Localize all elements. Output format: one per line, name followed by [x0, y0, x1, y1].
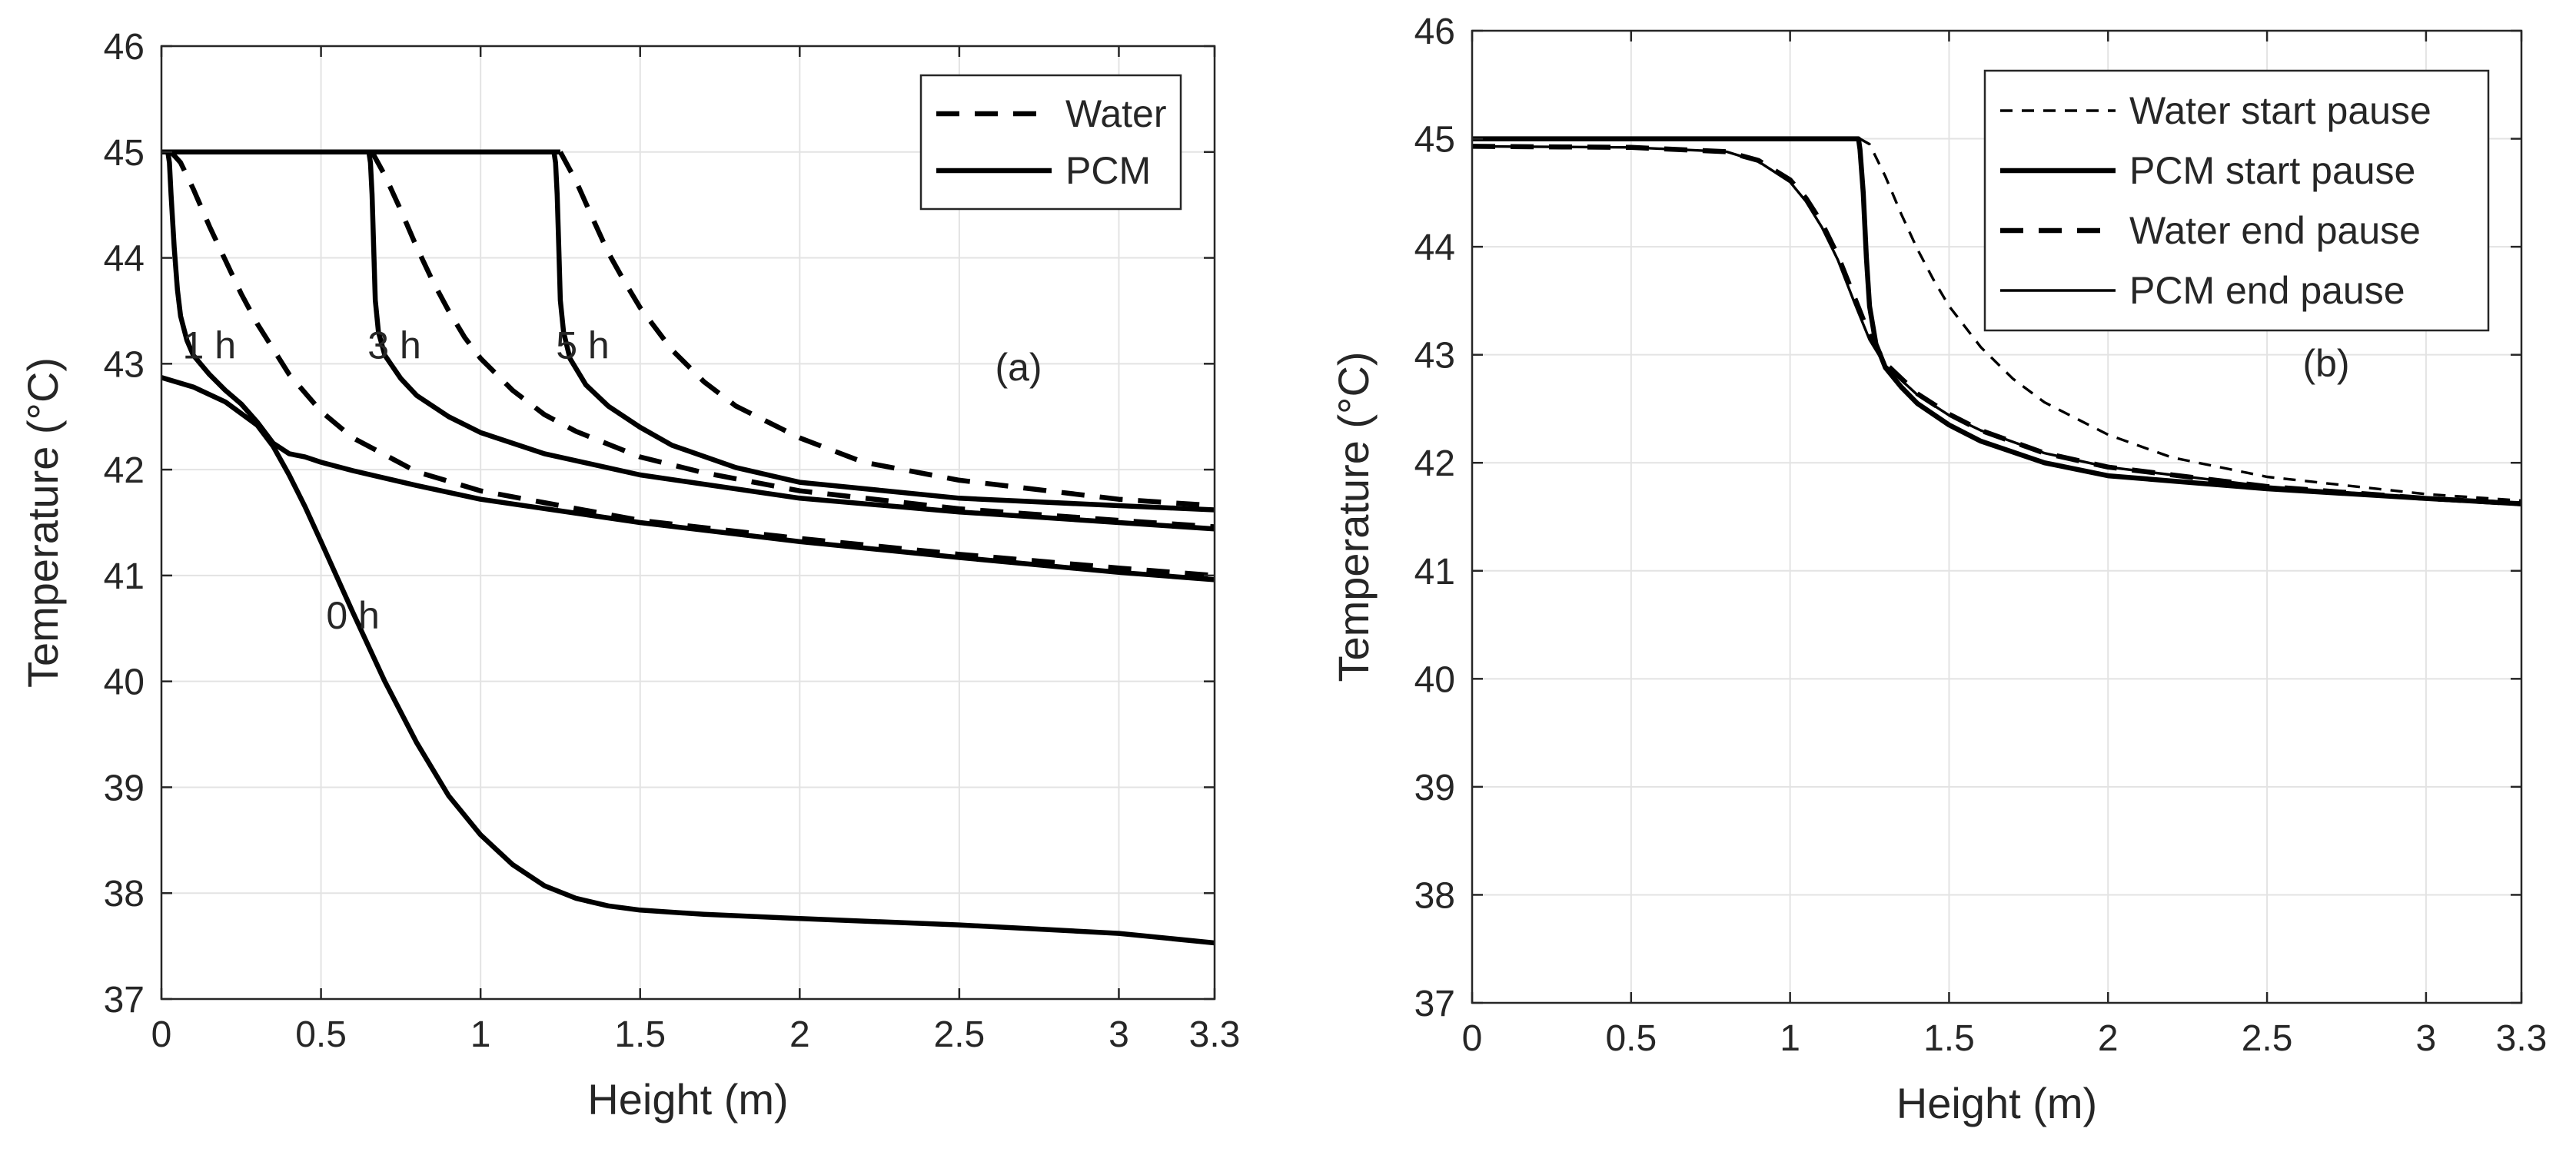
legend-label-pcm-end-pause: PCM end pause — [2129, 269, 2405, 312]
y-tick-label: 40 — [1414, 659, 1455, 700]
series-line-pcm-5-h — [551, 151, 1215, 513]
ticks-panel-a: 0 0.5 1 1.5 2 2.5 3 3.3 37 38 39 40 41 42 43 44 45 46 — [104, 27, 1241, 1055]
x-tick-label: 2 — [789, 1014, 810, 1055]
y-tick-label: 38 — [1414, 875, 1455, 916]
legend-panel-a: Water PCM — [919, 74, 1182, 211]
x-tick-label: 2 — [2098, 1018, 2119, 1059]
x-tick-label: 0 — [1462, 1018, 1483, 1059]
x-tick-label: 1 — [470, 1014, 491, 1055]
y-tick-label: 42 — [1414, 443, 1455, 484]
legend-label-pcm: PCM — [1065, 149, 1151, 192]
plot-frame-panel-a — [160, 45, 1216, 1001]
series-line-pcm-1-h — [165, 151, 1215, 582]
x-tick-label: 1.5 — [614, 1014, 666, 1055]
panel-label-b: (b) — [2302, 342, 2349, 385]
series-line-water-5-h — [558, 151, 1215, 509]
y-tick-label: 44 — [104, 239, 145, 280]
legend-box — [1983, 69, 2490, 332]
plot-frame-panel-b — [1471, 29, 2523, 1004]
x-tick-label: 3.3 — [1189, 1014, 1241, 1055]
x-tick-label: 1.5 — [1923, 1018, 1975, 1059]
series-line-pcm-start-pause — [1472, 136, 2522, 506]
series-line-pcm-3-h — [366, 151, 1215, 532]
legend-panel-b: Water start pause PCM start pause Water en… — [1983, 69, 2490, 332]
y-tick-label: 39 — [104, 768, 145, 808]
x-tick-label: 0 — [151, 1014, 172, 1055]
x-tick-label: 0.5 — [295, 1014, 347, 1055]
legend-label-pcm-start-pause: PCM start pause — [2129, 149, 2415, 192]
series-group-panel-b — [1471, 136, 2522, 506]
x-axis-label-panel-a: Height (m) — [587, 1075, 788, 1124]
annotation-0-h: 0 h — [326, 594, 380, 637]
ticks-panel-b: 0 0.5 1 1.5 2 2.5 3 3.3 37 38 39 40 41 42 43 44 45 46 — [1414, 12, 2548, 1059]
series-line-pcm-end-pause — [1471, 144, 2522, 506]
y-tick-label: 44 — [1414, 227, 1455, 268]
series-line-water-1-h — [169, 150, 1215, 579]
x-tick-label: 3.3 — [2496, 1018, 2548, 1059]
y-tick-label: 43 — [1414, 336, 1455, 377]
series-line-water-start-pause — [1472, 137, 2522, 503]
y-tick-label: 40 — [104, 662, 145, 703]
series-line-water-3-h — [370, 151, 1215, 529]
x-tick-label: 2.5 — [934, 1014, 986, 1055]
legend-label-water: Water — [1065, 92, 1167, 135]
y-tick-label: 38 — [104, 874, 145, 914]
x-tick-label: 1 — [1780, 1018, 1800, 1059]
chart-panel-b: 0 0.5 1 1.5 2 2.5 3 3.3 37 38 39 40 41 42 43 44 45 46 Hei… — [1329, 12, 2547, 1127]
y-tick-label: 39 — [1414, 768, 1455, 808]
y-tick-label: 42 — [104, 450, 145, 491]
x-tick-label: 0.5 — [1605, 1018, 1657, 1059]
y-tick-label: 46 — [104, 27, 145, 68]
y-tick-label: 46 — [1414, 12, 1455, 52]
y-axis-label-panel-b: Temperature (°C) — [1329, 351, 1378, 682]
y-tick-label: 45 — [104, 133, 145, 174]
y-tick-label: 37 — [1414, 984, 1455, 1024]
annotation-5-h: 5 h — [556, 324, 610, 367]
y-tick-label: 41 — [104, 556, 145, 597]
y-tick-label: 43 — [104, 344, 145, 385]
y-axis-label-panel-a: Temperature (°C) — [18, 357, 67, 688]
x-tick-label: 2.5 — [2242, 1018, 2293, 1059]
chart-panel-a: 0 0.5 1 1.5 2 2.5 3 3.3 37 38 39 40 41 42 43 44 45 46 Hei… — [18, 27, 1240, 1124]
legend-box — [919, 74, 1182, 211]
x-tick-label: 3 — [1109, 1014, 1129, 1055]
annotation-3-h: 3 h — [367, 324, 421, 367]
annotations-panel-a: 0 h 1 h 3 h 5 h — [183, 324, 610, 636]
series-group-panel-a — [161, 149, 1215, 946]
y-tick-label: 37 — [104, 980, 145, 1021]
x-axis-label-panel-b: Height (m) — [1896, 1079, 2097, 1127]
legend-label-water-start-pause: Water start pause — [2129, 89, 2431, 132]
x-tick-label: 3 — [2416, 1018, 2437, 1059]
annotation-1-h: 1 h — [183, 324, 237, 367]
panel-label-a: (a) — [995, 346, 1042, 389]
legend-label-water-end-pause: Water end pause — [2129, 209, 2421, 252]
y-tick-label: 45 — [1414, 120, 1455, 161]
y-tick-label: 41 — [1414, 552, 1455, 592]
